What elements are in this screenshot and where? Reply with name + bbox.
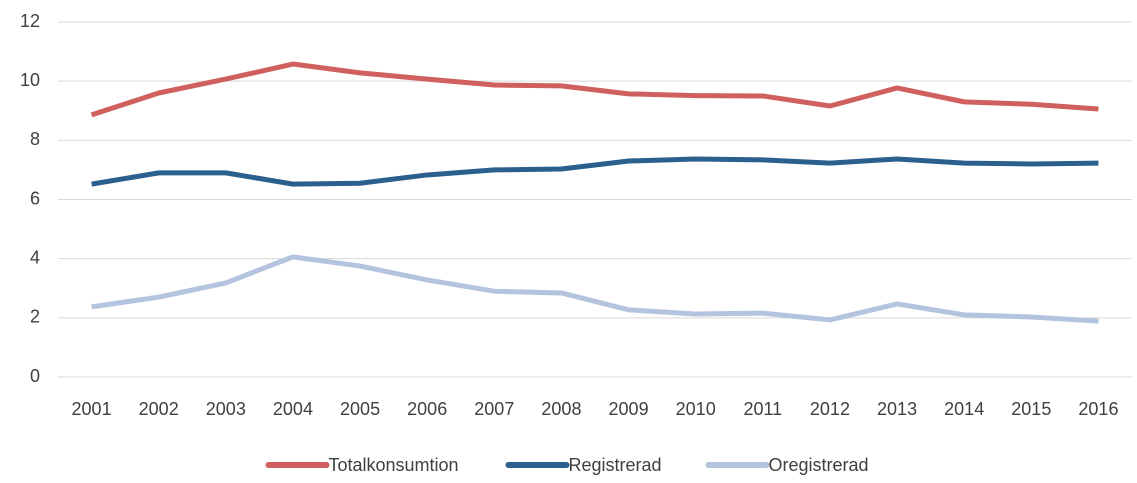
y-tick-label: 4 [30,247,40,267]
legend-label: Registrerad [569,455,662,475]
x-tick-label: 2010 [676,399,716,419]
y-tick-label: 6 [30,188,40,208]
x-tick-label: 2012 [810,399,850,419]
x-tick-label: 2003 [206,399,246,419]
x-tick-label: 2009 [609,399,649,419]
y-tick-label: 10 [20,70,40,90]
x-tick-label: 2008 [541,399,581,419]
x-tick-label: 2015 [1011,399,1051,419]
line-series [90,61,1099,118]
x-tick-label: 2013 [877,399,917,419]
x-tick-label: 2011 [743,399,782,419]
x-tick-label: 2001 [72,399,112,419]
x-tick-label: 2005 [340,399,380,419]
legend-label: Oregistrerad [769,455,869,475]
y-tick-label: 12 [20,11,40,31]
x-tick-label: 2004 [273,399,313,419]
x-tick-label: 2006 [407,399,447,419]
line-series [91,254,1099,324]
y-tick-label: 8 [30,129,40,149]
x-tick-label: 2002 [139,399,179,419]
y-tick-label: 2 [30,307,40,327]
line-series [91,156,1099,187]
x-tick-label: 2007 [474,399,514,419]
y-tick-label: 0 [30,366,40,386]
x-tick-label: 2016 [1078,399,1118,419]
x-tick-label: 2014 [944,399,984,419]
legend-label: Totalkonsumtion [329,455,459,475]
